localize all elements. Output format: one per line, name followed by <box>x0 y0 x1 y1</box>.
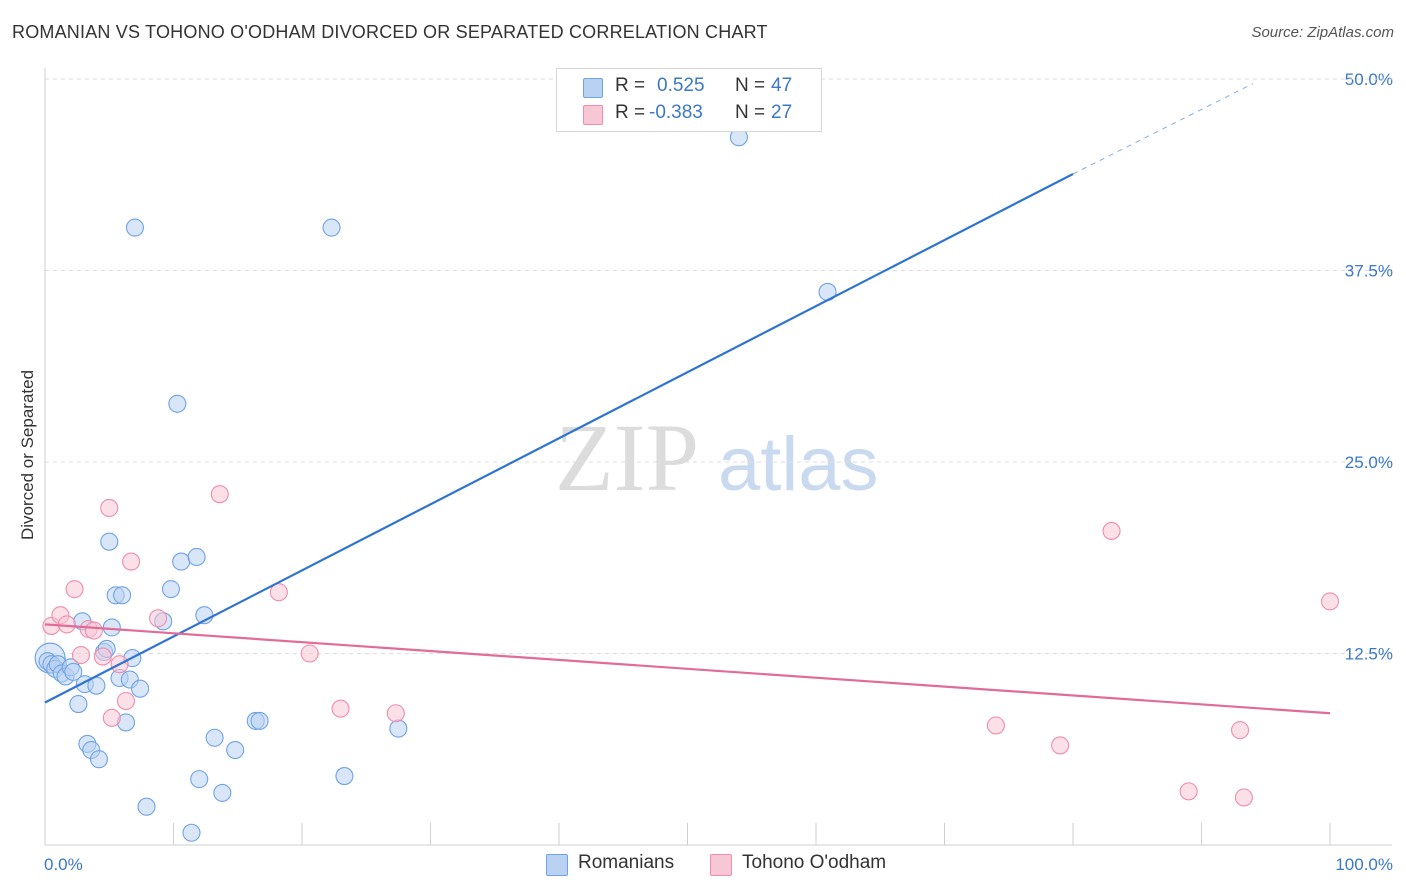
romanians-point <box>69 695 88 714</box>
chart-title: ROMANIAN VS TOHONO O'ODHAM DIVORCED OR S… <box>12 22 768 42</box>
legend-n-value: 47 <box>771 75 793 96</box>
tohono-point <box>986 716 1005 735</box>
romanians-point <box>322 218 341 237</box>
legend-r-value: 0.525 <box>657 75 705 96</box>
tohono-point <box>1320 592 1340 611</box>
legend-r-label: R = <box>615 102 646 123</box>
romanians-point <box>389 719 408 738</box>
tohono-point <box>300 644 319 663</box>
romanians-point <box>213 783 232 802</box>
romanians-point <box>226 740 245 760</box>
tohono-point <box>1102 521 1121 540</box>
romanians-legend-label: Romanians <box>578 852 675 873</box>
romanians-legend-icon <box>546 854 568 876</box>
watermark-atlas: atlas <box>718 422 879 507</box>
romanians-point <box>64 662 83 681</box>
romanians-point <box>113 586 132 605</box>
tohono-point <box>122 552 141 571</box>
tohono-legend-label: Tohono O'odham <box>742 852 887 873</box>
y-tick-label: 37.5% <box>1345 262 1393 281</box>
legend-n-label: N = <box>735 102 766 123</box>
source-note: Source: ZipAtlas.com <box>1251 24 1394 41</box>
watermark-zip: ZIP <box>555 404 699 511</box>
tohono-point <box>1231 721 1250 740</box>
tohono-point <box>71 645 91 665</box>
romanians-trend-extension <box>1072 83 1254 175</box>
tohono-trend-line <box>44 623 1331 715</box>
romanians-point <box>137 797 156 816</box>
tohono-point <box>1234 788 1253 807</box>
tohono-point <box>116 691 136 711</box>
romanians-point <box>100 532 119 551</box>
tohono-point <box>93 647 112 666</box>
tohono-point <box>1051 736 1070 755</box>
legend-r-label: R = <box>615 75 646 96</box>
tohono-point <box>149 609 168 628</box>
tohono-point <box>100 498 119 518</box>
legend-n-value: 27 <box>771 102 793 123</box>
stats-legend: R = 0.525 N = 47 R = -0.383 N = 27 <box>556 68 822 132</box>
tohono-point <box>210 485 229 504</box>
romanians-point <box>125 218 144 237</box>
y-tick-label: 25.0% <box>1345 453 1393 472</box>
romanians-point <box>102 618 121 637</box>
legend-n-label: N = <box>735 75 766 96</box>
romanians-point <box>168 394 187 413</box>
tohono-point <box>386 704 405 723</box>
tohono-point <box>102 708 121 727</box>
romanians-point <box>250 711 269 730</box>
romanians-point <box>89 750 109 769</box>
romanians-point <box>182 823 201 842</box>
romanians-point <box>161 580 180 599</box>
tohono-legend-icon <box>710 854 732 876</box>
romanians-point <box>190 770 209 789</box>
x-tick-label-max: 100.0% <box>1335 855 1393 874</box>
legend-r-value: -0.383 <box>649 102 703 123</box>
x-tick-label-min: 0.0% <box>44 855 83 874</box>
romanians-point <box>131 679 150 698</box>
y-tick-label: 12.5% <box>1345 645 1393 664</box>
tohono-point <box>1179 782 1198 801</box>
romanians-swatch-icon <box>583 78 603 98</box>
tohono-point <box>84 621 103 640</box>
romanians-point <box>205 728 224 747</box>
tohono-point <box>269 583 288 602</box>
romanians-point <box>335 767 354 786</box>
tohono-point <box>331 699 350 718</box>
romanians-trend-line <box>44 173 1074 704</box>
legend-row-tohono: R = -0.383 N = 27 <box>557 102 821 128</box>
romanians-point <box>187 547 206 567</box>
romanians-point <box>172 552 191 571</box>
legend-row-romanians: R = 0.525 N = 47 <box>557 75 821 101</box>
tohono-swatch-icon <box>583 105 603 125</box>
tohono-point <box>65 580 84 599</box>
